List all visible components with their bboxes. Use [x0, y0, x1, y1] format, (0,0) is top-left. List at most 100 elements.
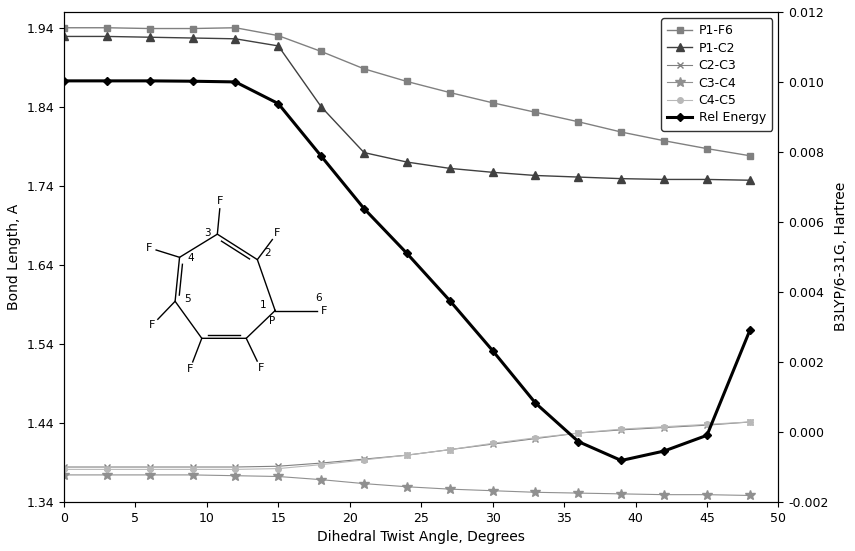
- P1-F6: [573, 118, 583, 125]
- P1-C2: [659, 176, 669, 183]
- Text: F: F: [257, 363, 264, 374]
- Text: 6: 6: [315, 293, 321, 303]
- P1-F6: [273, 33, 283, 39]
- P1-C2: [316, 104, 327, 110]
- C3-C4: [273, 473, 283, 480]
- Line: P1-F6: P1-F6: [62, 25, 752, 159]
- Text: 2: 2: [264, 248, 271, 258]
- P1-C2: [445, 165, 455, 172]
- Text: F: F: [186, 364, 193, 375]
- P1-F6: [659, 137, 669, 144]
- C3-C4: [659, 491, 669, 498]
- C2-C3: [316, 460, 327, 466]
- C2-C3: [530, 435, 540, 442]
- Line: C2-C3: C2-C3: [61, 419, 753, 471]
- C4-C5: [230, 466, 240, 473]
- C3-C4: [402, 483, 412, 490]
- Rel Energy: [230, 79, 240, 85]
- P1-F6: [144, 25, 155, 32]
- C4-C5: [402, 452, 412, 458]
- C2-C3: [59, 464, 69, 471]
- C3-C4: [745, 492, 755, 499]
- P1-F6: [745, 153, 755, 159]
- P1-C2: [616, 175, 627, 182]
- C2-C3: [359, 456, 369, 462]
- P1-C2: [359, 149, 369, 156]
- C2-C3: [702, 422, 712, 429]
- X-axis label: Dihedral Twist Angle, Degrees: Dihedral Twist Angle, Degrees: [317, 530, 525, 544]
- P1-F6: [359, 66, 369, 72]
- C3-C4: [702, 491, 712, 498]
- C4-C5: [273, 465, 283, 472]
- Rel Energy: [273, 100, 283, 107]
- Rel Energy: [102, 78, 112, 84]
- P1-F6: [530, 109, 540, 116]
- C4-C5: [573, 430, 583, 436]
- C4-C5: [616, 426, 627, 433]
- C3-C4: [530, 489, 540, 495]
- P1-F6: [102, 24, 112, 31]
- Text: 1: 1: [260, 300, 266, 310]
- Text: 3: 3: [204, 228, 210, 238]
- C4-C5: [187, 466, 198, 473]
- C4-C5: [702, 421, 712, 428]
- C3-C4: [59, 472, 69, 478]
- C4-C5: [745, 419, 755, 425]
- P1-C2: [273, 42, 283, 49]
- C2-C3: [102, 464, 112, 471]
- Text: F: F: [274, 228, 280, 238]
- C2-C3: [230, 464, 240, 471]
- C3-C4: [573, 490, 583, 496]
- Line: C4-C5: C4-C5: [62, 419, 752, 472]
- Legend: P1-F6, P1-C2, C2-C3, C3-C4, C4-C5, Rel Energy: P1-F6, P1-C2, C2-C3, C3-C4, C4-C5, Rel E…: [661, 18, 772, 131]
- Rel Energy: [745, 327, 755, 334]
- C2-C3: [187, 464, 198, 471]
- C3-C4: [102, 472, 112, 478]
- C4-C5: [530, 435, 540, 441]
- P1-C2: [530, 172, 540, 179]
- Rel Energy: [530, 400, 540, 407]
- Text: P: P: [268, 316, 275, 326]
- P1-C2: [144, 34, 155, 41]
- Rel Energy: [144, 78, 155, 84]
- C4-C5: [359, 457, 369, 463]
- P1-F6: [445, 89, 455, 96]
- Line: P1-C2: P1-C2: [60, 33, 754, 185]
- Rel Energy: [316, 153, 327, 159]
- Rel Energy: [445, 298, 455, 304]
- C4-C5: [487, 440, 498, 447]
- C2-C3: [659, 424, 669, 431]
- Rel Energy: [187, 78, 198, 84]
- C2-C3: [745, 419, 755, 425]
- C4-C5: [316, 461, 327, 468]
- P1-C2: [487, 169, 498, 176]
- C4-C5: [659, 423, 669, 430]
- Rel Energy: [616, 457, 627, 464]
- P1-C2: [745, 177, 755, 183]
- C2-C3: [573, 430, 583, 436]
- C3-C4: [144, 472, 155, 478]
- Rel Energy: [573, 438, 583, 445]
- Text: F: F: [321, 306, 327, 316]
- P1-C2: [402, 159, 412, 165]
- C4-C5: [102, 466, 112, 473]
- C4-C5: [144, 466, 155, 473]
- C2-C3: [445, 446, 455, 453]
- C2-C3: [402, 452, 412, 458]
- P1-F6: [59, 24, 69, 31]
- Text: F: F: [145, 242, 152, 253]
- Y-axis label: B3LYP/6-31G, Hartree: B3LYP/6-31G, Hartree: [834, 182, 848, 332]
- Text: 4: 4: [187, 253, 194, 263]
- P1-F6: [230, 24, 240, 31]
- P1-C2: [702, 176, 712, 183]
- Rel Energy: [487, 347, 498, 354]
- Y-axis label: Bond Length, A: Bond Length, A: [7, 204, 21, 310]
- Rel Energy: [702, 432, 712, 439]
- C2-C3: [487, 441, 498, 447]
- C3-C4: [445, 486, 455, 493]
- P1-C2: [187, 35, 198, 41]
- P1-F6: [487, 100, 498, 106]
- P1-F6: [702, 145, 712, 152]
- P1-C2: [59, 33, 69, 40]
- C3-C4: [616, 490, 627, 497]
